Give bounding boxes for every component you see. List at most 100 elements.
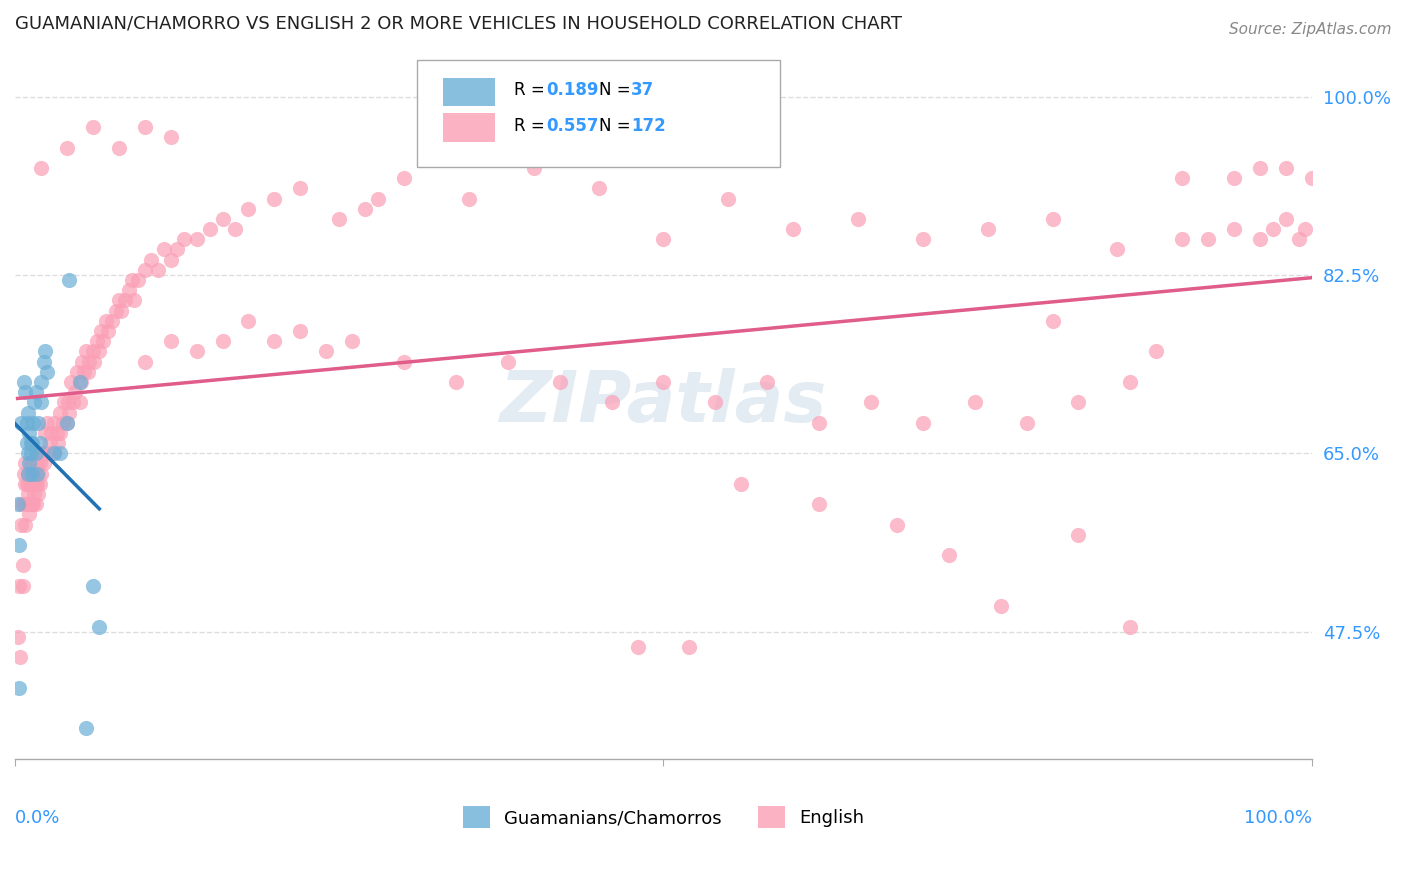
Point — [30, 375, 52, 389]
Point — [20, 497, 42, 511]
Point — [238, 314, 260, 328]
Point — [27, 487, 49, 501]
Point — [17, 467, 39, 481]
Point — [34, 446, 56, 460]
Point — [42, 446, 65, 460]
Point — [49, 405, 72, 419]
Point — [34, 425, 56, 440]
Point — [37, 416, 59, 430]
Point — [24, 467, 46, 481]
Point — [82, 120, 104, 135]
Point — [808, 416, 831, 430]
Point — [153, 243, 176, 257]
Point — [39, 436, 62, 450]
Point — [600, 395, 623, 409]
Point — [15, 497, 38, 511]
Point — [124, 293, 146, 308]
Point — [90, 324, 112, 338]
Point — [990, 599, 1012, 614]
Point — [69, 395, 91, 409]
Text: N =: N = — [599, 117, 636, 136]
Point — [37, 446, 59, 460]
Text: 0.0%: 0.0% — [15, 809, 60, 827]
Point — [17, 405, 39, 419]
Point — [82, 579, 104, 593]
Point — [186, 232, 208, 246]
Point — [7, 497, 30, 511]
Point — [7, 681, 30, 695]
Point — [7, 538, 30, 552]
Point — [496, 354, 519, 368]
Point — [27, 467, 49, 481]
Point — [1119, 619, 1142, 633]
Point — [56, 395, 79, 409]
Point — [11, 579, 34, 593]
Point — [911, 232, 934, 246]
Point — [28, 457, 51, 471]
Point — [717, 192, 740, 206]
Point — [70, 375, 93, 389]
Point — [14, 385, 37, 400]
Point — [315, 344, 337, 359]
Point — [1067, 395, 1090, 409]
Point — [46, 436, 69, 450]
Point — [69, 375, 91, 389]
Point — [89, 619, 111, 633]
Point — [75, 344, 97, 359]
Point — [127, 273, 149, 287]
Point — [17, 497, 39, 511]
Point — [808, 497, 831, 511]
Point — [10, 497, 32, 511]
Point — [75, 722, 97, 736]
Point — [134, 263, 156, 277]
Legend: Guamanians/Chamorros, English: Guamanians/Chamorros, English — [456, 799, 872, 836]
Point — [24, 446, 46, 460]
Text: 0.557: 0.557 — [547, 117, 599, 136]
Point — [18, 508, 41, 522]
Point — [159, 130, 181, 145]
Point — [63, 385, 86, 400]
Point — [392, 354, 415, 368]
Point — [110, 303, 132, 318]
Point — [101, 314, 124, 328]
Point — [290, 324, 312, 338]
Point — [11, 558, 34, 573]
Point — [52, 416, 75, 430]
Point — [62, 395, 84, 409]
Text: N =: N = — [599, 81, 636, 99]
Point — [53, 395, 76, 409]
Point — [756, 375, 779, 389]
Point — [938, 548, 960, 562]
Point — [1119, 375, 1142, 389]
Point — [24, 385, 46, 400]
Point — [15, 476, 38, 491]
Point — [367, 192, 389, 206]
Point — [7, 579, 30, 593]
Point — [13, 497, 35, 511]
Point — [704, 395, 727, 409]
Point — [173, 232, 195, 246]
Point — [15, 416, 38, 430]
Point — [59, 375, 82, 389]
Point — [652, 375, 675, 389]
Point — [28, 436, 51, 450]
Point — [82, 344, 104, 359]
Point — [31, 446, 53, 460]
Text: 172: 172 — [631, 117, 666, 136]
Point — [730, 476, 752, 491]
Point — [14, 457, 37, 471]
Point — [10, 517, 32, 532]
Point — [963, 395, 986, 409]
Point — [1223, 222, 1246, 236]
Point — [105, 303, 128, 318]
Point — [30, 395, 52, 409]
Point — [1294, 222, 1316, 236]
Point — [1107, 243, 1129, 257]
Point — [22, 497, 45, 511]
Point — [20, 457, 42, 471]
Point — [20, 436, 42, 450]
Point — [39, 425, 62, 440]
Point — [45, 425, 67, 440]
Point — [15, 436, 38, 450]
Point — [118, 283, 141, 297]
